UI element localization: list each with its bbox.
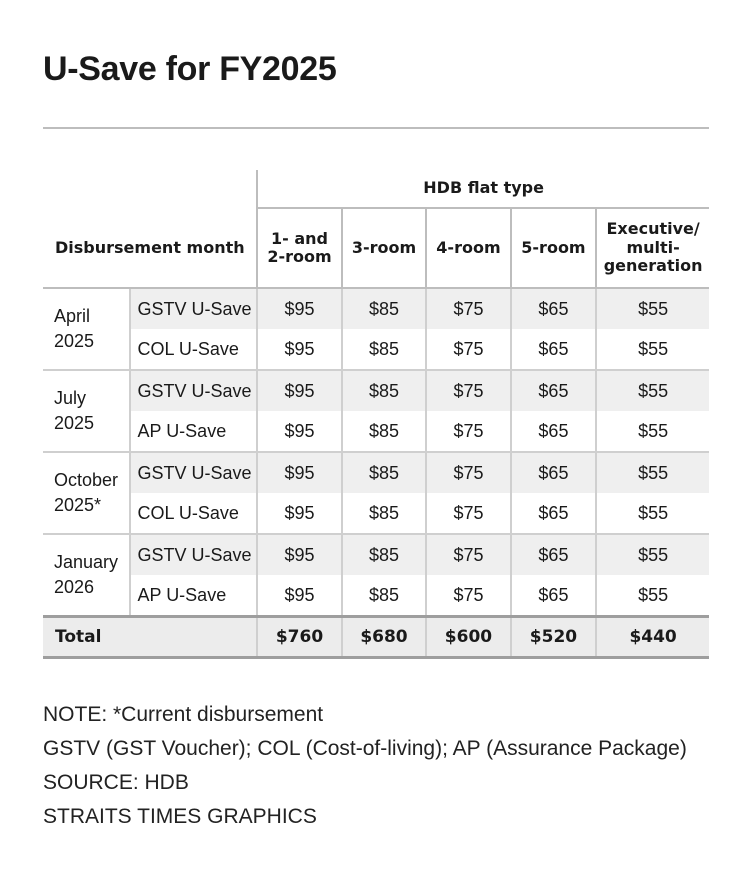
table-body: April 2025 GSTV U-Save $95 $85 $75 $65 $55 COL … bbox=[43, 287, 709, 659]
month-label: July 2025 bbox=[43, 369, 130, 452]
month-label: April 2025 bbox=[43, 287, 130, 370]
program-label: AP U-Save bbox=[128, 411, 258, 452]
value-cell: $65 bbox=[509, 411, 597, 452]
usave-table: Disbursement month HDB flat type 1- and … bbox=[43, 170, 709, 659]
value-cell: $85 bbox=[340, 329, 427, 370]
value-cell: $95 bbox=[256, 369, 342, 411]
column-header: Executive/ multi- generation bbox=[595, 208, 709, 289]
column-header: 3-room bbox=[340, 208, 427, 289]
program-label: GSTV U-Save bbox=[128, 451, 258, 493]
value-cell: $95 bbox=[256, 493, 342, 534]
value-cell: $85 bbox=[340, 575, 427, 617]
table-row: COL U-Save $95 $85 $75 $65 $55 bbox=[43, 329, 709, 370]
value-cell: $95 bbox=[256, 411, 342, 452]
table-row: AP U-Save $95 $85 $75 $65 $55 bbox=[43, 575, 709, 617]
value-cell: $55 bbox=[595, 287, 709, 329]
total-value: $680 bbox=[340, 615, 427, 659]
program-label: AP U-Save bbox=[128, 575, 258, 617]
value-cell: $85 bbox=[340, 411, 427, 452]
value-cell: $85 bbox=[340, 369, 427, 411]
value-cell: $55 bbox=[595, 533, 709, 575]
value-cell: $65 bbox=[509, 369, 597, 411]
value-cell: $85 bbox=[340, 493, 427, 534]
value-cell: $95 bbox=[256, 451, 342, 493]
notes: NOTE: *Current disbursement GSTV (GST Vo… bbox=[43, 698, 687, 834]
value-cell: $65 bbox=[509, 575, 597, 617]
program-label: GSTV U-Save bbox=[128, 369, 258, 411]
total-value: $440 bbox=[595, 615, 709, 659]
column-header: 1- and 2-room bbox=[256, 208, 342, 289]
value-cell: $95 bbox=[256, 575, 342, 617]
note-line: STRAITS TIMES GRAPHICS bbox=[43, 805, 317, 828]
value-cell: $55 bbox=[595, 575, 709, 617]
table-row: COL U-Save $95 $85 $75 $65 $55 bbox=[43, 493, 709, 534]
column-header: 4-room bbox=[425, 208, 511, 289]
row-header: Disbursement month bbox=[43, 170, 258, 289]
program-label: COL U-Save bbox=[128, 329, 258, 370]
note-line: GSTV (GST Voucher); COL (Cost-of-living)… bbox=[43, 737, 687, 760]
total-row: Total $760 $680 $600 $520 $440 bbox=[43, 615, 709, 659]
value-cell: $55 bbox=[595, 329, 709, 370]
value-cell: $55 bbox=[595, 369, 709, 411]
value-cell: $95 bbox=[256, 287, 342, 329]
total-value: $600 bbox=[425, 615, 511, 659]
month-label: October 2025* bbox=[43, 451, 130, 534]
total-label: Total bbox=[43, 615, 258, 659]
value-cell: $75 bbox=[425, 287, 511, 329]
value-cell: $65 bbox=[509, 329, 597, 370]
table-row: October 2025* GSTV U-Save $95 $85 $75 $65 $55 bbox=[43, 451, 709, 534]
table-row: July 2025 GSTV U-Save $95 $85 $75 $65 $55 bbox=[43, 369, 709, 452]
value-cell: $55 bbox=[595, 411, 709, 452]
table-row: January 2026 GSTV U-Save $95 $85 $75 $65 $55 bbox=[43, 533, 709, 617]
value-cell: $75 bbox=[425, 411, 511, 452]
value-cell: $65 bbox=[509, 533, 597, 575]
column-group-header: HDB flat type bbox=[256, 170, 709, 209]
note-line: SOURCE: HDB bbox=[43, 771, 189, 794]
column-header: 5-room bbox=[509, 208, 597, 289]
note-line: NOTE: *Current disbursement bbox=[43, 703, 324, 726]
program-label: GSTV U-Save bbox=[128, 533, 258, 575]
month-label: January 2026 bbox=[43, 533, 130, 617]
value-cell: $65 bbox=[509, 451, 597, 493]
value-cell: $55 bbox=[595, 451, 709, 493]
value-cell: $75 bbox=[425, 493, 511, 534]
value-cell: $65 bbox=[509, 493, 597, 534]
table-row: AP U-Save $95 $85 $75 $65 $55 bbox=[43, 411, 709, 452]
value-cell: $75 bbox=[425, 575, 511, 617]
value-cell: $75 bbox=[425, 329, 511, 370]
program-label: GSTV U-Save bbox=[128, 287, 258, 329]
table-row: April 2025 GSTV U-Save $95 $85 $75 $65 $55 bbox=[43, 287, 709, 370]
value-cell: $65 bbox=[509, 287, 597, 329]
value-cell: $95 bbox=[256, 329, 342, 370]
total-value: $760 bbox=[256, 615, 342, 659]
value-cell: $75 bbox=[425, 451, 511, 493]
value-cell: $95 bbox=[256, 533, 342, 575]
total-value: $520 bbox=[509, 615, 597, 659]
value-cell: $75 bbox=[425, 533, 511, 575]
title-divider bbox=[43, 127, 709, 129]
value-cell: $85 bbox=[340, 287, 427, 329]
value-cell: $85 bbox=[340, 533, 427, 575]
page-title: U-Save for FY2025 bbox=[43, 50, 337, 88]
program-label: COL U-Save bbox=[128, 493, 258, 534]
value-cell: $75 bbox=[425, 369, 511, 411]
value-cell: $55 bbox=[595, 493, 709, 534]
value-cell: $85 bbox=[340, 451, 427, 493]
